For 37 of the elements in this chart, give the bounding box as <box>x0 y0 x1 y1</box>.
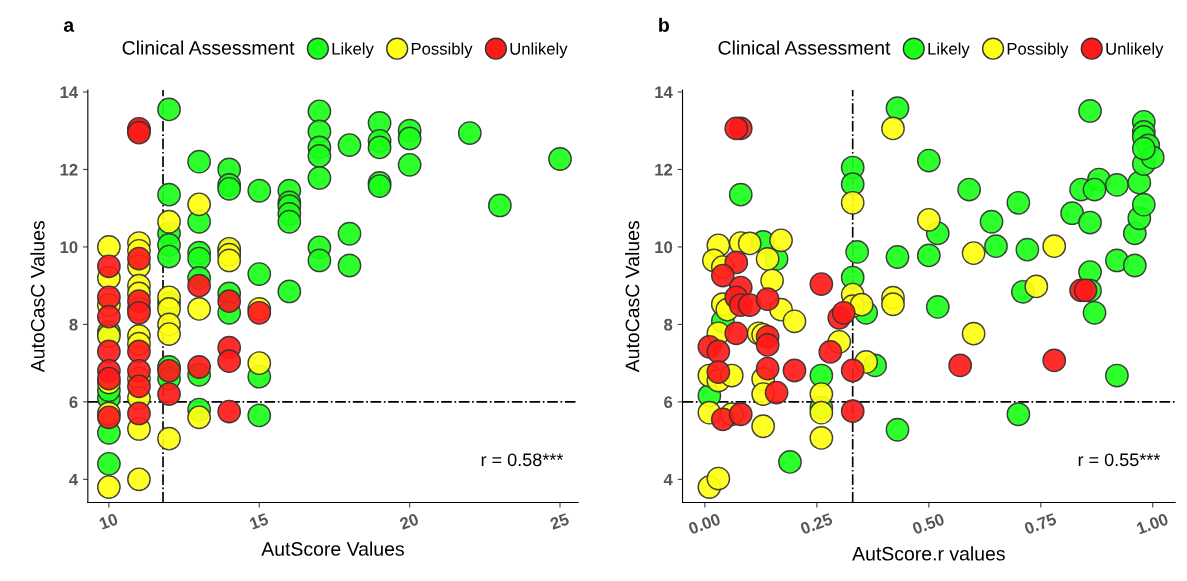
y-tick-label: 10 <box>60 241 78 254</box>
x-tick-label: 0.00 <box>687 512 722 535</box>
chart-title: b <box>659 17 669 32</box>
legend-label: Unlikely <box>1106 42 1164 58</box>
x-tick-label: 20 <box>398 512 420 530</box>
y-tick-label: 6 <box>664 396 673 409</box>
y-tick-label: 10 <box>655 241 673 254</box>
y-tick-label: 6 <box>69 396 78 409</box>
chart-title: a <box>63 21 75 32</box>
x-tick-label: 0.50 <box>911 512 945 535</box>
legend-label: Possibly <box>1007 42 1069 58</box>
legend-label: Likely <box>332 42 374 58</box>
x-tick-label: 0.75 <box>1023 512 1058 535</box>
x-tick-label: 10 <box>98 512 119 530</box>
y-tick-label: 12 <box>655 163 673 176</box>
x-tick-label: 15 <box>249 513 270 530</box>
y-tick-label: 4 <box>663 473 673 486</box>
y-tick-label: 4 <box>69 473 79 486</box>
x-axis-title: AutScore.r values <box>852 546 1005 561</box>
legend-label: Unlikely <box>510 42 568 58</box>
annotation: r = 0.55*** <box>1078 453 1161 467</box>
x-axis-title: AutScore Values <box>261 541 404 556</box>
legend-title: Clinical Assessment <box>122 40 295 55</box>
legend-title: Clinical Assessment <box>718 40 891 55</box>
y-tick-label: 14 <box>655 86 673 99</box>
y-tick-label: 8 <box>664 318 673 331</box>
x-tick-label: 0.25 <box>799 512 834 535</box>
x-tick-label: 25 <box>549 512 570 530</box>
y-axis-title: AutoCasC Values <box>625 220 640 373</box>
y-axis-title: AutoCasC Values <box>30 220 45 373</box>
y-tick-label: 14 <box>60 86 79 99</box>
annotation: r = 0.58*** <box>481 453 564 467</box>
x-tick-label: 1.00 <box>1135 512 1169 535</box>
legend-label: Possibly <box>411 42 473 58</box>
y-tick-label: 8 <box>69 318 78 331</box>
legend-label: Likely <box>928 42 970 58</box>
y-tick-label: 12 <box>60 163 78 176</box>
